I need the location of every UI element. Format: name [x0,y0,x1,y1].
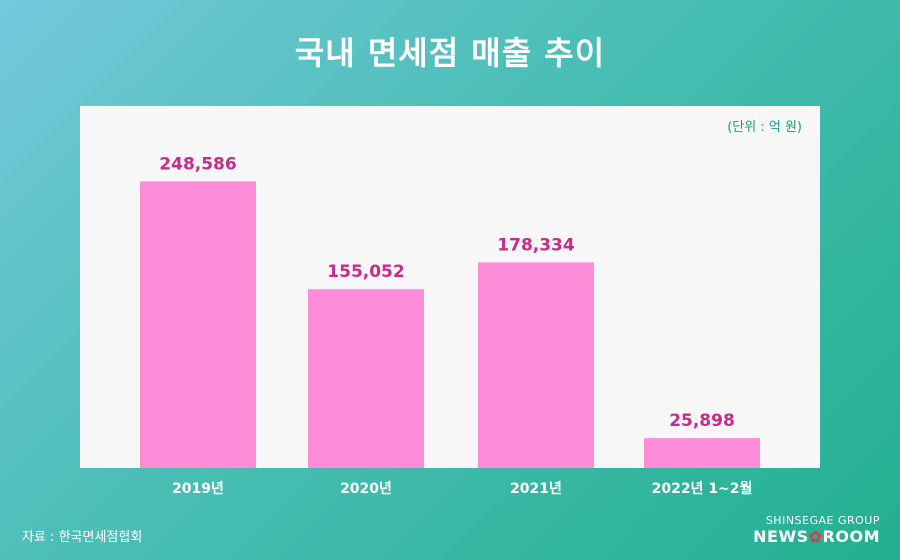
bar-value-label-0: 248,586 [159,154,236,174]
chart-panel: 248,586 155,052 178,334 25,898 (단위 : 억 원) [80,106,820,468]
bar-1 [308,289,424,468]
brand-logo: SHINSEGAE GROUP NEWS✿ROOM [753,514,880,546]
flower-star-icon: ✿ [808,527,823,546]
category-label-2: 2021년 [510,481,562,497]
brand-room-text: ROOM [822,527,880,546]
chart-title: 국내 면세점 매출 추이 [294,34,606,72]
bar-3 [644,438,760,468]
bar-value-label-1: 155,052 [327,262,404,282]
source-note: 자료 : 한국면세점협회 [22,530,143,545]
category-label-0: 2019년 [172,481,224,497]
bar-0 [140,181,256,468]
bar-2 [478,262,594,468]
category-label-1: 2020년 [340,481,392,497]
category-label-3: 2022년 1~2월 [651,481,753,497]
brand-news-text: NEWS [753,527,809,546]
brand-newsroom: NEWS✿ROOM [753,527,880,546]
bar-chart: 248,586 155,052 178,334 25,898 [140,154,760,468]
bar-value-label-2: 178,334 [497,235,575,255]
bar-value-label-3: 25,898 [669,411,735,431]
brand-group: SHINSEGAE GROUP [765,514,880,527]
unit-label: (단위 : 억 원) [727,120,802,135]
